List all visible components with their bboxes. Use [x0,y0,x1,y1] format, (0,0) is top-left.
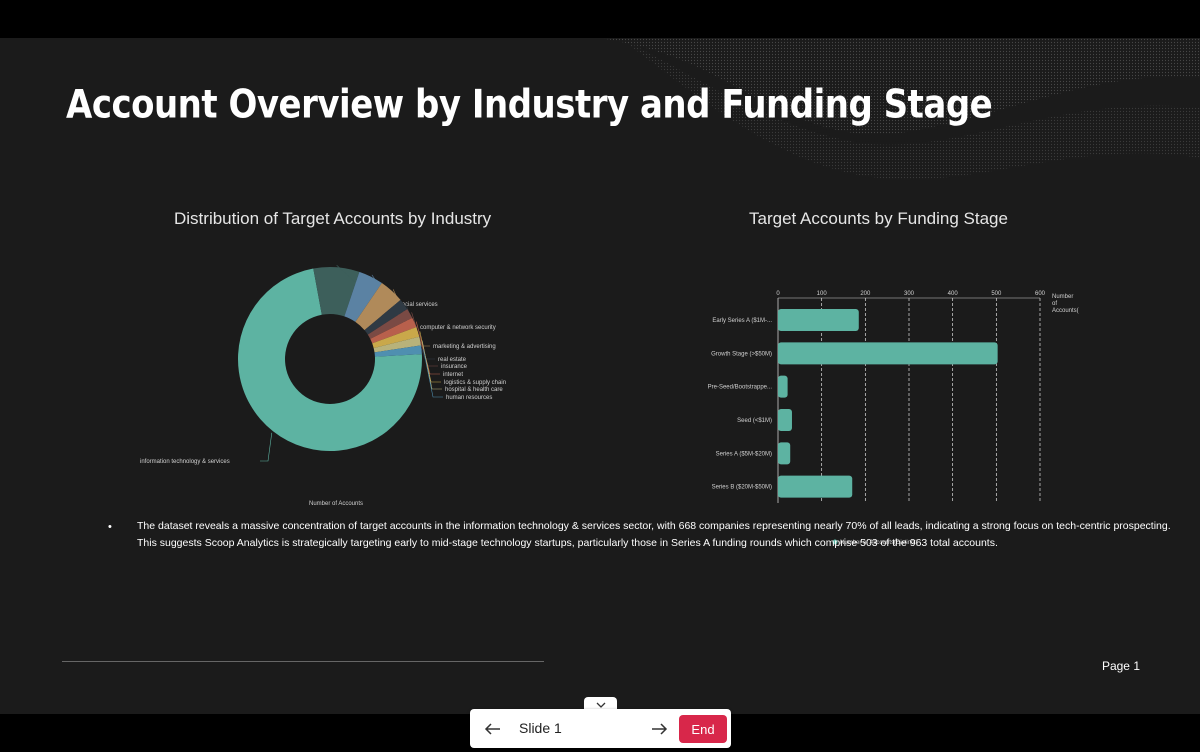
previous-slide-button[interactable] [478,709,508,748]
bar-tick-label: 300 [904,291,915,297]
bar-category-label: Growth Stage (>$50M) [711,351,772,357]
bar-axis-label: of [1052,301,1057,307]
top-letterbox [0,0,1200,38]
bar-category-label: Series A ($5M-$20M) [716,451,772,457]
pie-slice[interactable] [370,317,417,344]
bar-tick-label: 500 [991,291,1002,297]
pie-slice[interactable] [372,327,420,349]
bar-tick-label: 600 [1035,291,1046,297]
pie-label: marketing & advertising [433,344,496,350]
pie-label: financial services [392,302,438,308]
bar-tick-label: 200 [860,291,871,297]
pie-slice[interactable] [355,283,401,331]
pie-label: insurance [441,364,468,370]
next-slide-button[interactable] [644,709,674,748]
bullet-line-2: This suggests Scoop Analytics is strateg… [137,537,998,549]
bar-category-label: Series B ($20M-$50M) [712,485,772,491]
bar-axis-label: Accounts( [1052,308,1079,314]
bar[interactable] [778,342,998,365]
arrow-left-icon [484,722,500,735]
bar-chart-title: Target Accounts by Funding Stage [749,209,1008,228]
bullet-line-1: The dataset reveals a massive concentrat… [137,520,1171,532]
pie-leader-line [421,340,442,390]
bar[interactable] [778,375,788,398]
page-number: Page 1 [1101,659,1140,673]
pie-leader-line [423,349,443,398]
bar-tick-label: 100 [817,291,828,297]
pie-chart-title: Distribution of Target Accounts by Indus… [174,209,492,228]
pie-label: information technology & services [140,459,230,465]
bar[interactable] [778,475,853,498]
legend-swatch-icon [832,539,838,545]
pie-slice[interactable] [373,336,421,353]
chevron-down-icon [596,702,605,708]
pie-label: human resources [446,395,492,401]
bar-legend-label: Number of Accounts(Distinct) [840,540,918,546]
pie-slice[interactable] [344,271,382,322]
pie-label: computer & network security [420,325,496,331]
arrow-right-icon [652,722,668,735]
pie-leader-line [260,432,273,462]
slide-title: Account Overview by Industry and Funding… [66,82,993,128]
decorative-wave [600,38,1200,180]
bullet-dot-icon: • [108,521,112,533]
bar-category-label: Early Series A ($1M-... [712,318,772,324]
end-presentation-button[interactable]: End [679,715,727,743]
bar-category-label: Seed (<$1M) [737,418,772,424]
pie-axis-label: Number of Accounts [309,501,363,507]
pie-slice[interactable] [367,309,413,339]
pie-label: hospital & health care [445,387,503,393]
bar-tick-label: 0 [776,291,780,297]
bar-axis-label: Number [1052,294,1073,300]
pie-slice[interactable] [238,268,422,451]
pie-label: logistics & supply chain [444,380,506,386]
current-slide-label: Slide 1 [519,720,562,736]
collapse-nav-button[interactable] [584,697,617,712]
bar[interactable] [778,309,859,331]
bar[interactable] [778,442,791,465]
bar-tick-label: 400 [948,291,959,297]
pie-slice[interactable] [374,345,422,357]
slide-navigation: Slide 1 End [470,709,731,748]
pie-leader-line [415,321,440,375]
pie-label: internet [443,372,463,378]
industry-donut-chart: information technology & services financi… [140,265,506,507]
pie-label: real estate [438,357,467,363]
bar[interactable] [778,409,792,431]
footer-divider [62,661,544,662]
pie-slice[interactable] [313,267,360,317]
bar-category-label: Pre-Seed/Bootstrappe... [708,385,773,391]
pie-slice[interactable] [364,299,408,335]
presentation-slide: Account Overview by Industry and Funding… [0,38,1200,714]
